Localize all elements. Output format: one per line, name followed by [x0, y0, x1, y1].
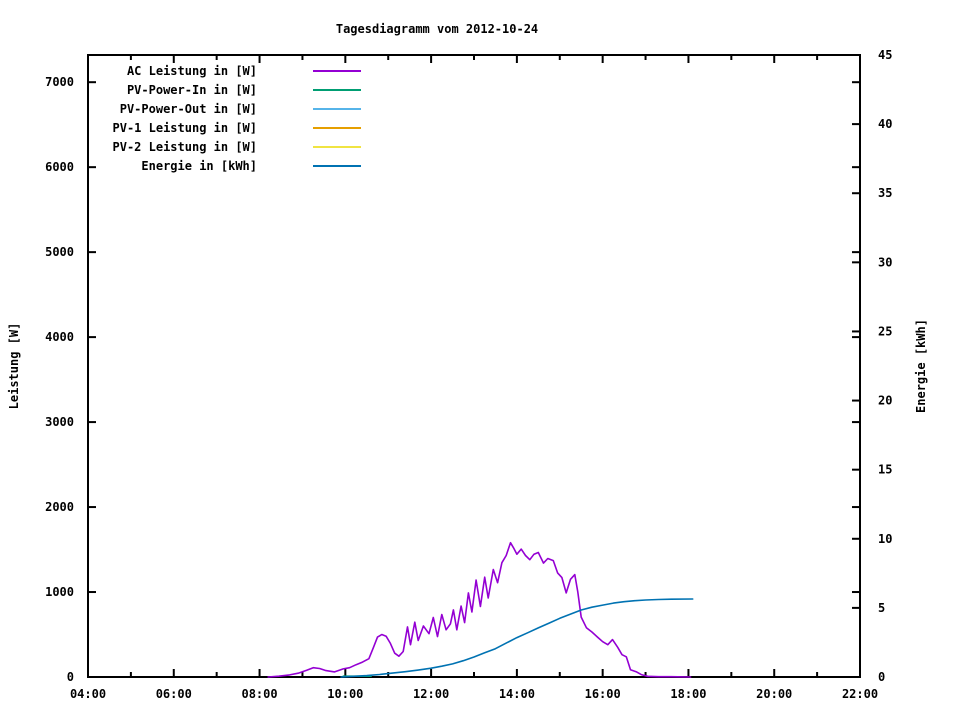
right-tick-label: 0	[878, 670, 885, 684]
x-tick-label: 06:00	[156, 687, 192, 701]
left-tick-label: 7000	[45, 75, 74, 89]
right-tick-label: 15	[878, 463, 892, 477]
chart-title: Tagesdiagramm vom 2012-10-24	[335, 22, 539, 36]
legend-label-5: Energie in [kWh]	[141, 159, 257, 173]
left-tick-label: 4000	[45, 330, 74, 344]
left-tick-label: 1000	[45, 585, 74, 599]
right-tick-label: 20	[878, 394, 892, 408]
x-tick-label: 04:00	[70, 687, 106, 701]
right-tick-label: 45	[878, 48, 892, 62]
x-tick-label: 16:00	[585, 687, 621, 701]
legend-label-3: PV-1 Leistung in [W]	[113, 121, 258, 135]
left-tick-label: 2000	[45, 500, 74, 514]
left-tick-label: 6000	[45, 160, 74, 174]
legend-label-4: PV-2 Leistung in [W]	[113, 140, 258, 154]
legend-label-1: PV-Power-In in [W]	[127, 83, 257, 97]
series-line-0	[267, 541, 692, 678]
left-tick-label: 3000	[45, 415, 74, 429]
left-tick-label: 0	[67, 670, 74, 684]
right-tick-label: 40	[878, 117, 892, 131]
x-tick-label: 22:00	[842, 687, 878, 701]
x-tick-label: 18:00	[670, 687, 706, 701]
left-tick-label: 5000	[45, 245, 74, 259]
legend-label-0: AC Leistung in [W]	[127, 64, 257, 78]
x-tick-label: 12:00	[413, 687, 449, 701]
right-tick-label: 30	[878, 255, 892, 269]
x-tick-label: 10:00	[327, 687, 363, 701]
right-tick-label: 10	[878, 532, 892, 546]
x-tick-label: 08:00	[241, 687, 277, 701]
right-tick-label: 25	[878, 324, 892, 338]
x-tick-label: 20:00	[756, 687, 792, 701]
right-tick-label: 35	[878, 186, 892, 200]
series-line-5	[340, 598, 694, 678]
plot-border	[87, 54, 861, 678]
x-tick-label: 14:00	[499, 687, 535, 701]
right-tick-label: 5	[878, 601, 885, 615]
legend-label-2: PV-Power-Out in [W]	[120, 102, 257, 116]
